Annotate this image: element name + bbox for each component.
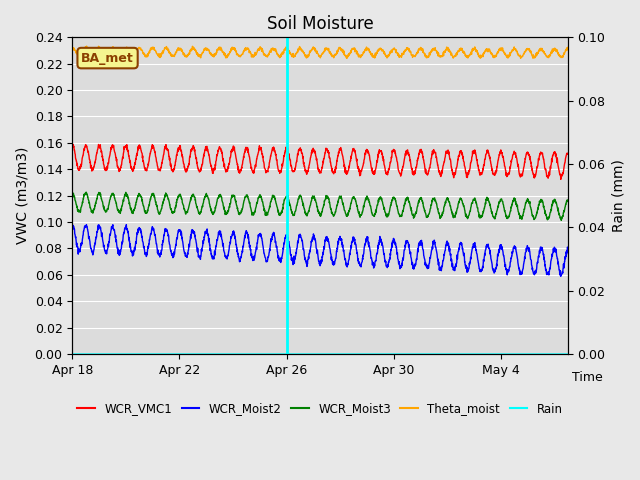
Legend: WCR_VMC1, WCR_Moist2, WCR_Moist3, Theta_moist, Rain: WCR_VMC1, WCR_Moist2, WCR_Moist3, Theta_… xyxy=(72,398,568,420)
Y-axis label: Rain (mm): Rain (mm) xyxy=(611,159,625,232)
Y-axis label: VWC (m3/m3): VWC (m3/m3) xyxy=(15,147,29,244)
Text: BA_met: BA_met xyxy=(81,51,134,65)
X-axis label: Time: Time xyxy=(572,372,603,384)
Title: Soil Moisture: Soil Moisture xyxy=(267,15,373,33)
